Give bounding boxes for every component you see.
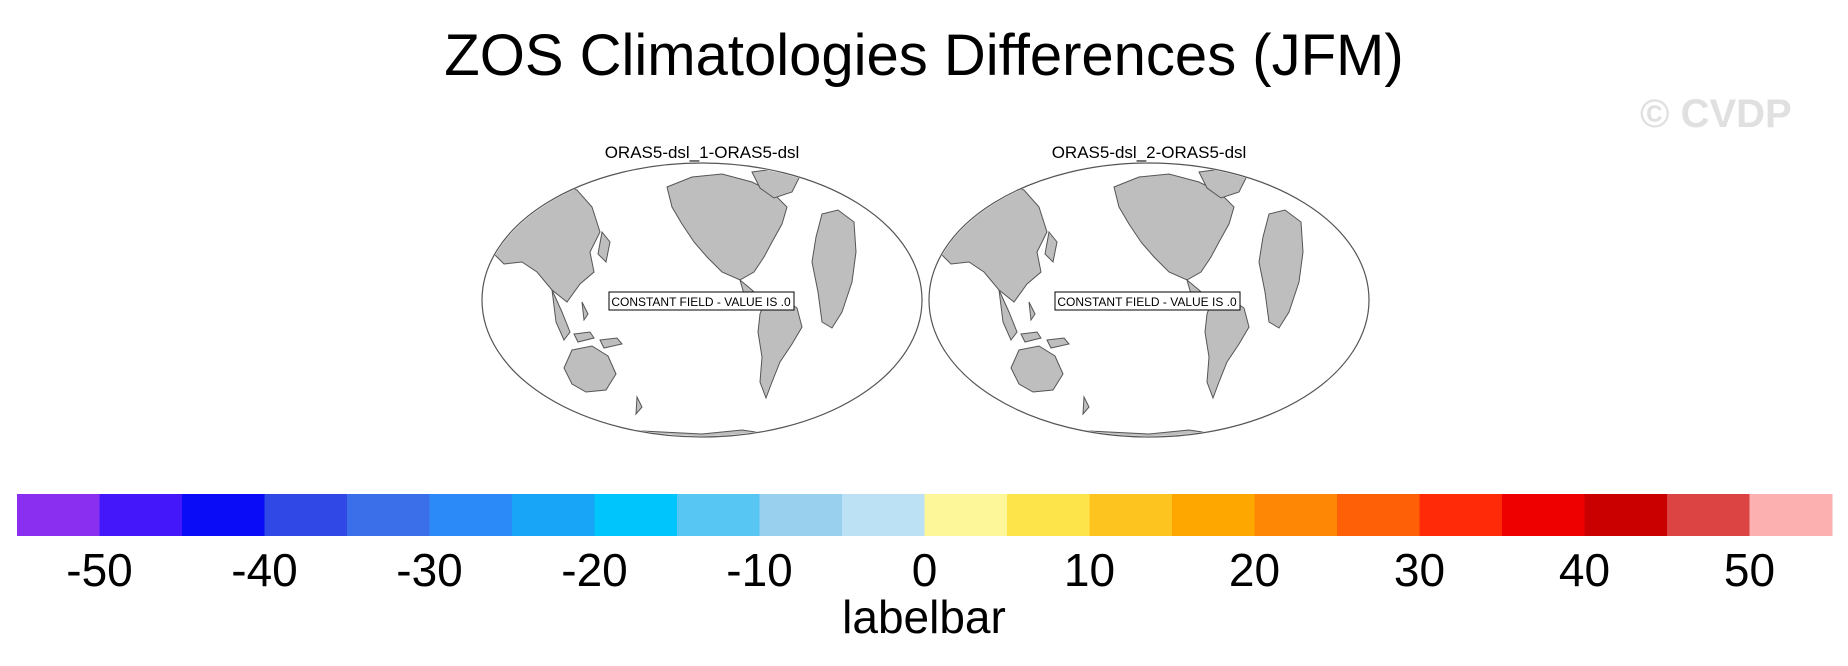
labelbar-box — [1502, 494, 1585, 536]
watermark: © CVDP — [1640, 92, 1792, 136]
map-panel-2: CONSTANT FIELD - VALUE IS .0 — [928, 162, 1370, 438]
constant-field-box-2 — [1054, 291, 1241, 311]
labelbar-tick-label: -50 — [66, 544, 133, 596]
labelbar-box — [17, 494, 100, 536]
labelbar-box — [264, 494, 348, 536]
labelbar-tick-label: 0 — [911, 544, 938, 596]
labelbar-box — [924, 494, 1008, 536]
labelbar-tick-label: 20 — [1228, 544, 1281, 596]
labelbar-box — [594, 494, 678, 536]
labelbar-box — [347, 494, 430, 536]
labelbar-box — [1667, 494, 1750, 536]
constant-field-note-1: CONSTANT FIELD - VALUE IS .0 — [611, 295, 791, 309]
labelbar-tick-label: -10 — [726, 544, 793, 596]
labelbar-tick-label: -40 — [231, 544, 298, 596]
labelbar-box — [1172, 494, 1255, 536]
labelbar-box — [1337, 494, 1420, 536]
figure-title: ZOS Climatologies Differences (JFM) — [444, 23, 1404, 88]
labelbar-box — [99, 494, 183, 536]
labelbar-tick-label: 30 — [1393, 544, 1446, 596]
labelbar-tick-label: 40 — [1558, 544, 1611, 596]
labelbar — [17, 494, 1833, 536]
labelbar-tick-label: 50 — [1723, 544, 1776, 596]
labelbar-tick-label: -20 — [561, 544, 628, 596]
labelbar-box — [512, 494, 595, 536]
labelbar-box — [1419, 494, 1503, 536]
panel-2-title: ORAS5-dsl_2-ORAS5-dsl — [1051, 143, 1247, 162]
labelbar-box — [677, 494, 760, 536]
labelbar-box — [759, 494, 843, 536]
labelbar-tick-label: 10 — [1063, 544, 1116, 596]
labelbar-box — [1089, 494, 1173, 536]
labelbar-box — [429, 494, 513, 536]
labelbar-box — [1007, 494, 1090, 536]
panel-1-title: ORAS5-dsl_1-ORAS5-dsl — [604, 143, 800, 162]
labelbar-box — [1584, 494, 1668, 536]
labelbar-tick-label: -30 — [396, 544, 463, 596]
map-panel-1: CONSTANT FIELD - VALUE IS .0 — [481, 162, 923, 438]
constant-field-note-2: CONSTANT FIELD - VALUE IS .0 — [1057, 295, 1237, 309]
labelbar-box — [1254, 494, 1338, 536]
labelbar-title: labelbar — [842, 591, 1006, 643]
constant-field-box-1 — [608, 291, 795, 311]
labelbar-box — [842, 494, 925, 536]
labelbar-box — [182, 494, 265, 536]
labelbar-box — [1749, 494, 1833, 536]
